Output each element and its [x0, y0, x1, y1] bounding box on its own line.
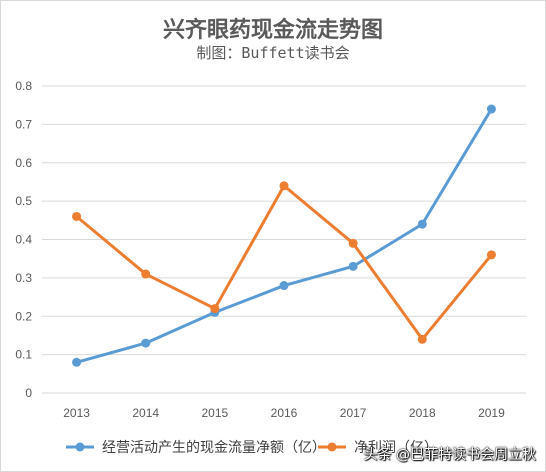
y-tick-label: 0.2 [15, 309, 32, 323]
x-tick-label: 2013 [63, 406, 90, 420]
x-tick-label: 2019 [478, 406, 505, 420]
legend: 经营活动产生的现金流量净额（亿） 净利润（亿） [66, 440, 438, 456]
data-point [72, 357, 82, 367]
series-layer [72, 104, 496, 367]
watermark: 头条 @巴菲特读书会周立秋 [363, 447, 536, 463]
y-tick-label: 0 [25, 386, 32, 400]
data-point [348, 261, 358, 271]
data-point [348, 238, 358, 248]
legend-label: 净利润（亿） [354, 440, 438, 456]
x-tick-label: 2018 [409, 406, 436, 420]
data-point [486, 250, 496, 260]
data-point [141, 338, 151, 348]
x-tick-label: 2014 [132, 406, 159, 420]
y-tick-label: 0.4 [15, 233, 32, 247]
y-axis: 0 0.1 0.2 0.3 0.4 0.5 0.6 0.7 0.8 [15, 79, 32, 400]
y-tick-label: 0.7 [15, 117, 32, 131]
series-line-0 [75, 107, 493, 364]
legend-label: 经营活动产生的现金流量净额（亿） [102, 440, 326, 456]
chart-title: 兴齐眼药现金流走势图 [162, 18, 383, 43]
data-point [417, 219, 427, 229]
data-point [486, 104, 496, 114]
x-tick-label: 2015 [202, 406, 229, 420]
data-point [279, 181, 289, 191]
legend-swatch-marker [75, 442, 85, 452]
x-axis: 2013 2014 2015 2016 2017 2018 2019 [63, 406, 505, 420]
gridlines [42, 85, 526, 394]
data-point [210, 304, 220, 314]
data-point [279, 281, 289, 291]
x-tick-label: 2017 [340, 406, 367, 420]
y-tick-label: 0.8 [15, 79, 32, 93]
y-tick-label: 0.6 [15, 156, 32, 170]
legend-swatch-marker [327, 442, 337, 452]
x-tick-label: 2016 [271, 406, 298, 420]
data-point [141, 269, 151, 279]
y-tick-label: 0.5 [15, 194, 32, 208]
chart-subtitle: 制图：Buffett读书会 [196, 44, 350, 62]
data-point [72, 211, 82, 221]
data-point [417, 334, 427, 344]
y-tick-label: 0.3 [15, 271, 32, 285]
y-tick-label: 0.1 [15, 348, 32, 362]
